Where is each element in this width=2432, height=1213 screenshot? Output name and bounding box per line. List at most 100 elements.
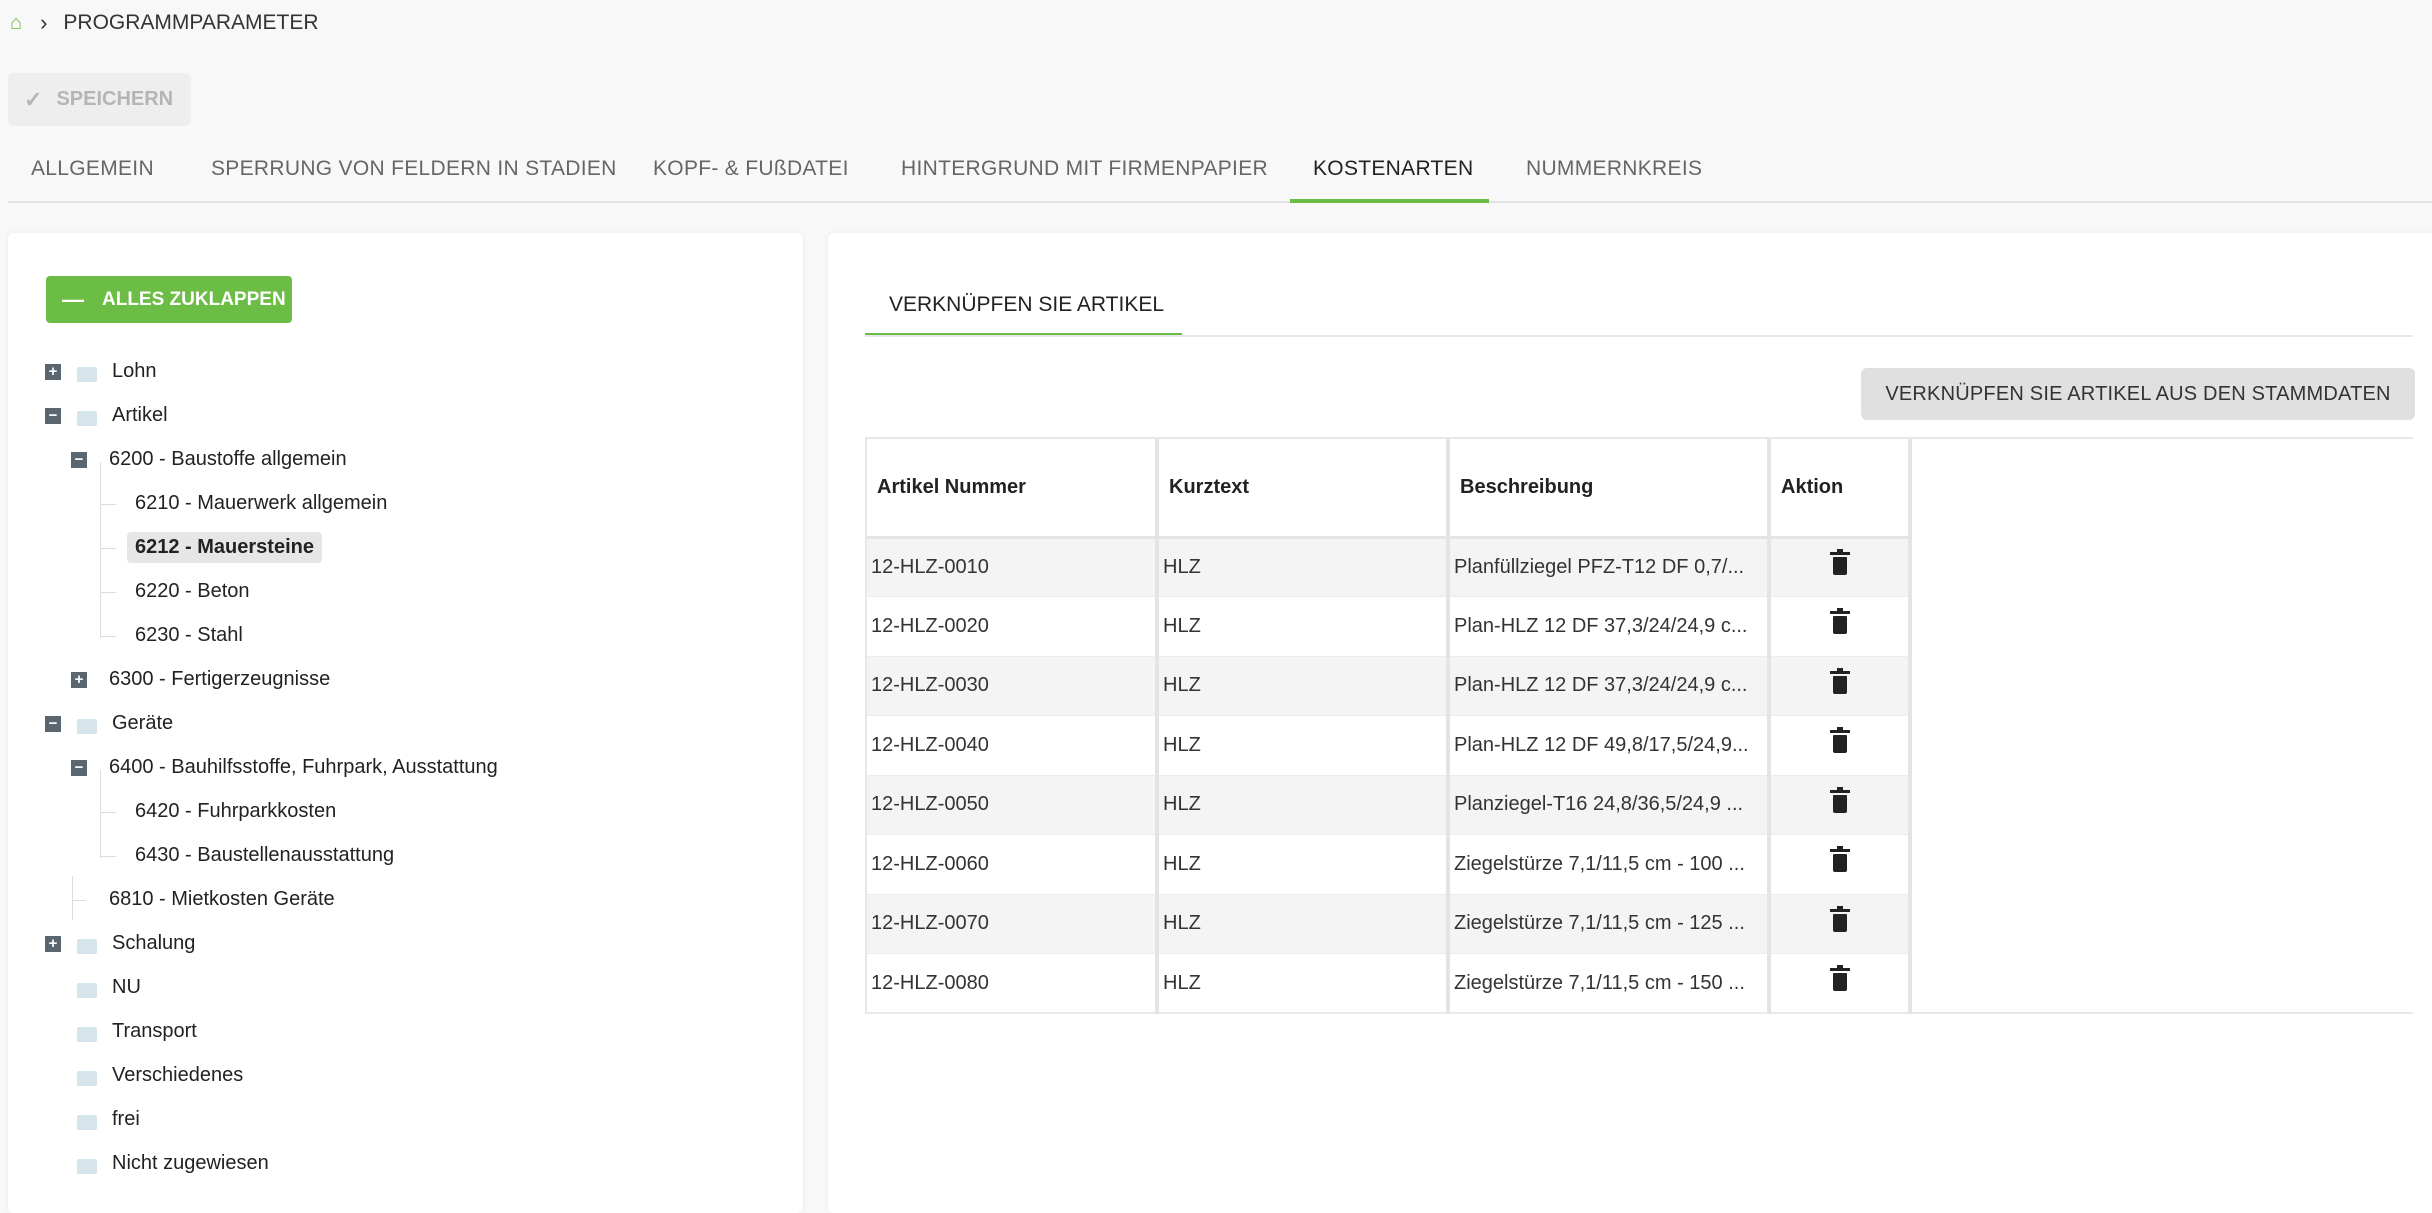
table-row[interactable]: 12-HLZ-0030 HLZ Plan-HLZ 12 DF 37,3/24/24,… [867,656,1912,716]
tree-item[interactable]: 6230 - Stahl [0,594,790,656]
chevron-right-icon: › [40,10,48,35]
tab-sperrung[interactable]: SPERRUNG VON FELDERN IN STADIEN [211,157,617,180]
home-icon[interactable]: ⌂ [10,11,23,34]
tree-item-label: 6230 - Stahl [135,624,243,646]
cell-action [1769,894,1912,954]
tree-item-label: 6420 - Fuhrparkkosten [135,800,337,822]
trash-icon[interactable] [1829,965,1850,992]
tree-item[interactable]: frei [0,1100,790,1140]
cell-article-number: 12-HLZ-0010 [867,537,1159,597]
tree-item[interactable]: 6212 - Mauersteine [0,506,790,568]
tree-item[interactable]: Nicht zugewiesen [0,1144,790,1184]
trash-icon[interactable] [1829,667,1850,694]
tree-item-label: Geräte [112,712,174,734]
cell-description: Plan-HLZ 12 DF 37,3/24/24,9 c... [1448,596,1771,657]
breadcrumb: ⌂ › PROGRAMMPARAMETER [10,8,319,38]
tree-connector [100,550,101,594]
table-row[interactable]: 12-HLZ-0020 HLZ Plan-HLZ 12 DF 37,3/24/24,… [867,596,1912,657]
folder-icon [77,983,97,998]
tree-item[interactable]: Transport [0,1012,790,1052]
collapse-all-button[interactable]: — ALLES ZUKLAPPEN [46,276,292,323]
collapse-icon[interactable]: − [45,716,61,732]
tree-item-label: Schalung [112,932,196,954]
tree-item[interactable]: − 6200 - Baustoffe allgemein [0,440,790,480]
tree-item[interactable]: 6220 - Beton [0,550,790,612]
trash-icon[interactable] [1829,549,1850,576]
cell-description: Plan-HLZ 12 DF 49,8/17,5/24,9... [1448,715,1771,776]
subtab-divider [865,335,2413,337]
cell-description: Planfüllziegel PFZ-T12 DF 0,7/... [1448,537,1771,597]
tree-connector [100,592,116,593]
tree-connector [100,856,116,857]
tab-link-articles[interactable]: VERKNÜPFEN SIE ARTIKEL [865,285,1182,337]
tree-connector [100,770,101,814]
tree-item[interactable]: NU [0,968,790,1008]
tree-item[interactable]: 6810 - Mietkosten Geräte [0,876,790,920]
tree-item[interactable]: +6300 - Fertigerzeugnisse [0,660,790,700]
trash-icon[interactable] [1829,846,1850,873]
table-row[interactable]: 12-HLZ-0050 HLZ Planziegel-T16 24,8/36,5/2… [867,775,1912,835]
tab-hintergrund[interactable]: HINTERGRUND MIT FIRMENPAPIER [901,157,1268,180]
tab-kopf-fussdatei[interactable]: KOPF- & FUßDATEI [653,157,849,180]
table-row[interactable]: 12-HLZ-0060 HLZ Ziegelstürze 7,1/11,5 cm -… [867,834,1912,895]
tab-bar: ALLGEMEIN SPERRUNG VON FELDERN IN STADIE… [8,148,2432,203]
cell-article-number: 12-HLZ-0050 [867,775,1159,835]
tree-item[interactable]: 6210 - Mauerwerk allgemein [0,462,790,524]
tab-nummernkreis[interactable]: NUMMERNKREIS [1526,157,1703,180]
column-header-action: Aktion [1769,439,1912,539]
column-header-short-text[interactable]: Kurztext [1157,439,1450,539]
expand-icon[interactable]: + [45,936,61,952]
expand-icon[interactable]: + [71,672,87,688]
tree-item[interactable]: − Geräte [0,704,790,744]
cell-description: Ziegelstürze 7,1/11,5 cm - 150 ... [1448,953,1771,1014]
tree-connector [72,876,73,920]
collapse-icon[interactable]: − [71,452,87,468]
trash-icon[interactable] [1829,608,1850,635]
collapse-icon[interactable]: − [45,408,61,424]
tree-item[interactable]: − 6400 - Bauhilfsstoffe, Fuhrpark, Aussta… [0,748,790,788]
save-label: SPEICHERN [56,88,174,110]
trash-icon[interactable] [1829,905,1850,932]
tree-connector [100,506,101,550]
tree-item-label: 6210 - Mauerwerk allgemein [135,492,388,514]
tab-kostenarten[interactable]: KOSTENARTEN [1290,148,1489,203]
cell-short-text: HLZ [1157,775,1450,835]
tree-item-label: NU [112,976,141,998]
tab-allgemein[interactable]: ALLGEMEIN [31,157,154,180]
column-header-article-number[interactable]: Artikel Nummer [867,439,1159,539]
table-row[interactable]: 12-HLZ-0080 HLZ Ziegelstürze 7,1/11,5 cm -… [867,953,1912,1014]
cell-description: Plan-HLZ 12 DF 37,3/24/24,9 c... [1448,656,1771,716]
tree-item[interactable]: + Lohn [0,352,790,392]
folder-icon [77,1071,97,1086]
link-articles-from-master-data-button[interactable]: VERKNÜPFEN SIE ARTIKEL AUS DEN STAMMDATE… [1861,368,2415,420]
folder-icon [77,367,97,382]
trash-icon[interactable] [1829,786,1850,813]
cell-action [1769,596,1912,657]
cell-article-number: 12-HLZ-0080 [867,953,1159,1014]
tree-panel [8,233,803,1213]
tree-item[interactable]: 6420 - Fuhrparkkosten [0,770,790,832]
table-row[interactable]: 12-HLZ-0070 HLZ Ziegelstürze 7,1/11,5 cm -… [867,894,1912,954]
folder-icon [77,719,97,734]
tree-connector [100,462,101,506]
tree-item[interactable]: − Artikel [0,396,790,436]
column-header-description[interactable]: Beschreibung [1448,439,1771,539]
cell-action [1769,775,1912,835]
trash-icon[interactable] [1829,727,1850,754]
articles-table-container: Artikel Nummer Kurztext Beschreibung Akt… [865,437,2413,1014]
cell-article-number: 12-HLZ-0030 [867,656,1159,716]
cell-article-number: 12-HLZ-0040 [867,715,1159,776]
tree-item[interactable]: + Schalung [0,924,790,964]
tree-item-label: 6400 - Bauhilfsstoffe, Fuhrpark, Ausstat… [109,756,498,778]
table-row[interactable]: 12-HLZ-0040 HLZ Plan-HLZ 12 DF 49,8/17,5/2… [867,715,1912,776]
cell-short-text: HLZ [1157,953,1450,1014]
tree-item[interactable]: 6430 - Baustellenausstattung [0,814,790,876]
expand-icon[interactable]: + [45,364,61,380]
tree-item-label: Nicht zugewiesen [112,1152,269,1174]
cell-action [1769,834,1912,895]
collapse-icon[interactable]: − [71,760,87,776]
tree-item[interactable]: Verschiedenes [0,1056,790,1096]
cell-short-text: HLZ [1157,656,1450,716]
table-row[interactable]: 12-HLZ-0010 HLZ Planfüllziegel PFZ-T12 DF … [867,537,1912,597]
save-button[interactable]: ✓ SPEICHERN [8,73,191,126]
